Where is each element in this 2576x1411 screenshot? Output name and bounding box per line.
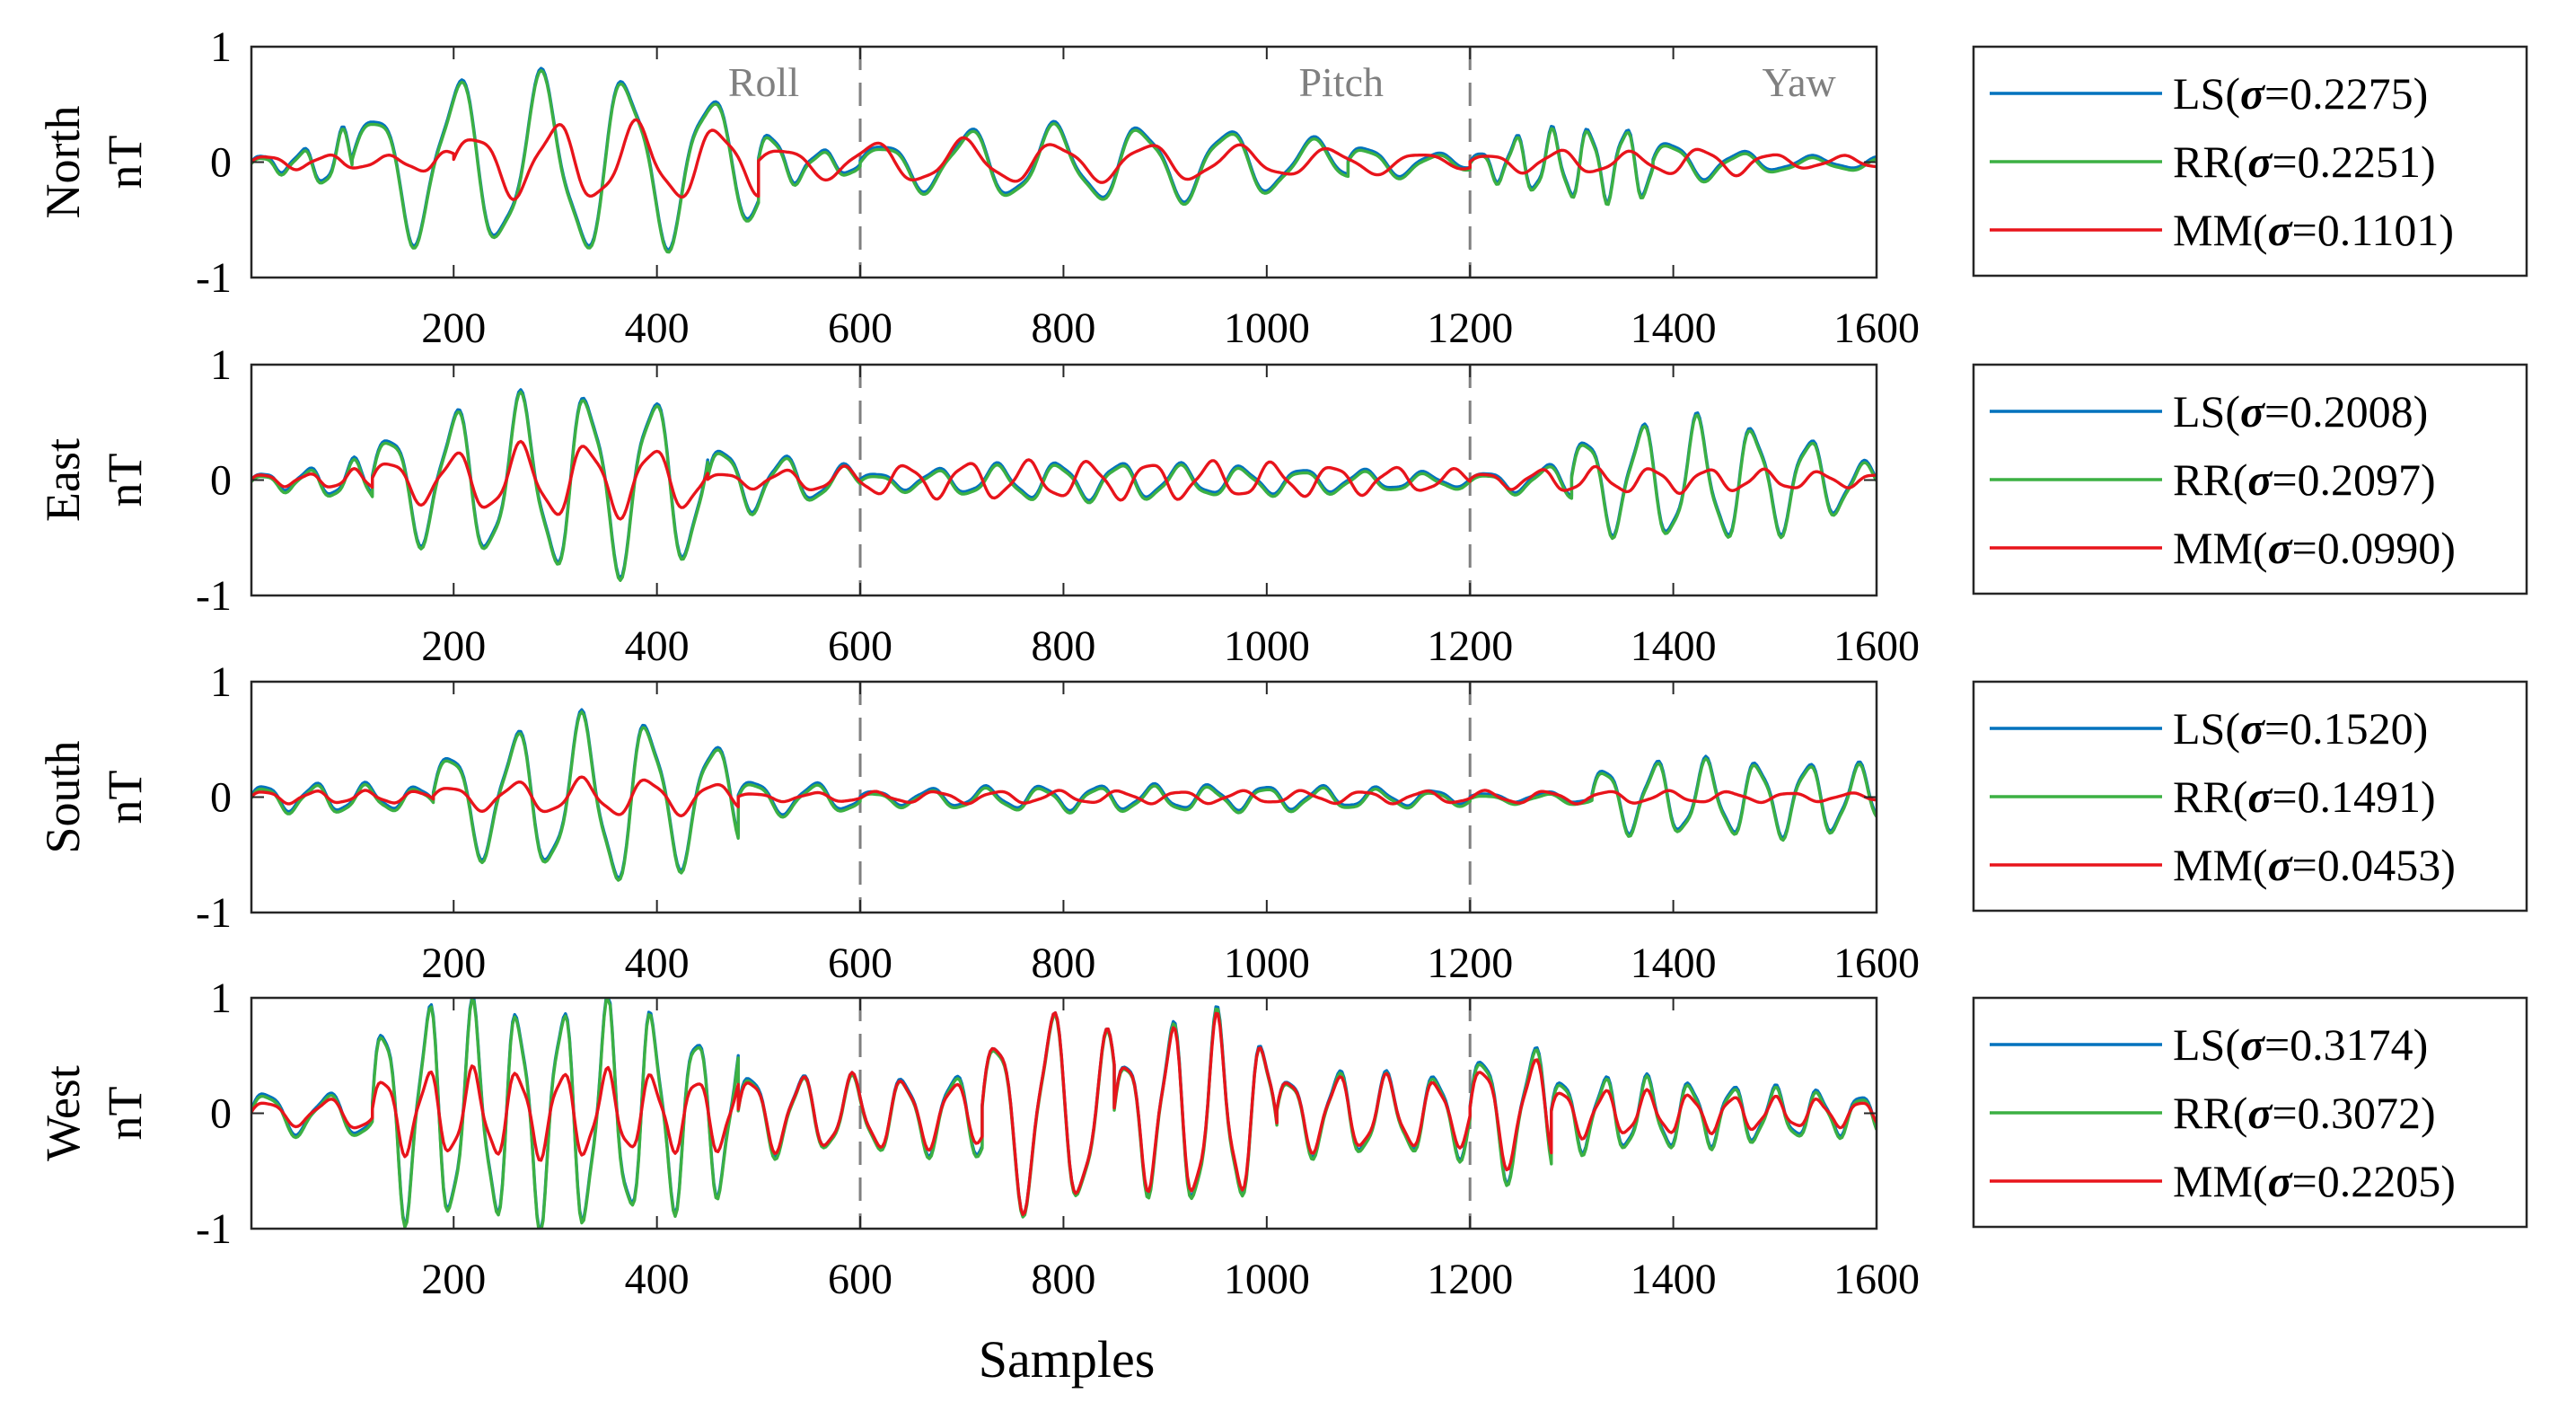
legend-entry-rr: RR(σ=0.2097) <box>2173 454 2436 505</box>
x-tick-label: 1400 <box>1631 939 1717 987</box>
phase-label-roll: Roll <box>728 59 799 105</box>
series-line-ls <box>251 388 1877 580</box>
y-axis-label-unit: nT <box>98 771 152 825</box>
panel-north: 200 400 600 800 1000 1200 1400 1600 -1 0 1 North nT R… <box>36 23 2528 352</box>
legend-entry-mm: MM(σ=0.1101) <box>2173 205 2454 255</box>
y-tick-label: 1 <box>210 23 232 71</box>
series-line-mm <box>251 1011 1877 1217</box>
legend-west: LS(σ=0.3174) RR(σ=0.3072) MM(σ=0.2205) <box>1972 996 2528 1229</box>
x-tick-label: 1000 <box>1224 622 1310 670</box>
traces <box>251 388 1877 582</box>
x-tick-label: 1200 <box>1427 622 1513 670</box>
legend-entry-ls: LS(σ=0.1520) <box>2173 703 2428 754</box>
x-tick-label: 1600 <box>1833 304 1920 352</box>
x-tick-label: 1400 <box>1631 304 1717 352</box>
x-tick-label: 1400 <box>1631 622 1717 670</box>
x-tick-label: 400 <box>625 304 690 352</box>
y-tick-label: 0 <box>210 457 232 505</box>
y-axis-label-location: West <box>36 1065 90 1161</box>
series-line-ls <box>251 708 1877 880</box>
series-line-mm <box>251 439 1877 521</box>
x-tick-label: 800 <box>1031 939 1095 987</box>
x-tick-label: 600 <box>828 939 892 987</box>
legend-entry-mm: MM(σ=0.2205) <box>2173 1156 2456 1206</box>
axes-frame <box>250 363 1878 597</box>
series-line-mm <box>251 775 1877 817</box>
traces <box>251 66 1877 254</box>
y-tick-label: 0 <box>210 1090 232 1138</box>
legend-north: LS(σ=0.2275) RR(σ=0.2251) MM(σ=0.1101) <box>1972 45 2528 278</box>
legend-entry-mm: MM(σ=0.0990) <box>2173 523 2456 573</box>
phase-label-pitch: Pitch <box>1298 59 1384 105</box>
y-tick-label: -1 <box>196 1205 232 1253</box>
x-tick-label: 200 <box>421 1256 486 1303</box>
x-tick-label: 400 <box>625 939 690 987</box>
legend-entry-ls: LS(σ=0.3174) <box>2173 1019 2428 1070</box>
panel-south: 200 400 600 800 1000 1200 1400 1600 -1 0 1 South nT L… <box>36 658 2528 987</box>
x-tick-label: 1000 <box>1224 939 1310 987</box>
legend-entry-mm: MM(σ=0.0453) <box>2173 840 2456 890</box>
panel-west: 200 400 600 800 1000 1200 1400 1600 -1 0 1 West nT LS… <box>36 974 2528 1303</box>
x-tick-label: 600 <box>828 304 892 352</box>
phase-label-yaw: Yaw <box>1762 59 1836 105</box>
x-tick-label: 1600 <box>1833 622 1920 670</box>
series-line-rr <box>251 390 1877 582</box>
x-tick-label: 200 <box>421 304 486 352</box>
x-tick-label: 800 <box>1031 1256 1095 1303</box>
y-axis-label-location: North <box>36 106 90 219</box>
y-axis-label-location: East <box>36 438 90 522</box>
y-tick-label: 1 <box>210 658 232 706</box>
y-axis-label-location: South <box>36 740 90 853</box>
y-tick-label: 1 <box>210 341 232 389</box>
x-tick-label: 1400 <box>1631 1256 1717 1303</box>
x-axis-label: Samples <box>979 1330 1156 1389</box>
legend-entry-rr: RR(σ=0.2251) <box>2173 137 2436 187</box>
x-tick-label: 800 <box>1031 622 1095 670</box>
x-tick-label: 1600 <box>1833 939 1920 987</box>
legend-entry-ls: LS(σ=0.2008) <box>2173 386 2428 437</box>
legend-south: LS(σ=0.1520) RR(σ=0.1491) MM(σ=0.0453) <box>1972 680 2528 913</box>
x-tick-label: 400 <box>625 1256 690 1303</box>
axes-frame <box>250 680 1878 914</box>
y-tick-label: 1 <box>210 974 232 1022</box>
traces <box>251 998 1877 1229</box>
legend-entry-ls: LS(σ=0.2275) <box>2173 68 2428 119</box>
x-tick-label: 600 <box>828 1256 892 1303</box>
legend-east: LS(σ=0.2008) RR(σ=0.2097) MM(σ=0.0990) <box>1972 363 2528 595</box>
x-tick-label: 400 <box>625 622 690 670</box>
y-tick-label: -1 <box>196 572 232 620</box>
y-tick-label: -1 <box>196 254 232 302</box>
traces <box>251 708 1877 882</box>
series-line-rr <box>251 68 1877 254</box>
x-tick-label: 1200 <box>1427 1256 1513 1303</box>
x-tick-label: 1600 <box>1833 1256 1920 1303</box>
x-tick-label: 1200 <box>1427 939 1513 987</box>
y-tick-label: 0 <box>210 774 232 822</box>
y-axis-label-unit: nT <box>98 136 152 190</box>
x-tick-label: 1000 <box>1224 1256 1310 1303</box>
series-line-mm <box>251 118 1877 201</box>
series-line-rr <box>251 710 1877 882</box>
legend-entry-rr: RR(σ=0.1491) <box>2173 772 2436 822</box>
y-axis-label-unit: nT <box>98 1087 152 1141</box>
x-tick-label: 600 <box>828 622 892 670</box>
panel-east: 200 400 600 800 1000 1200 1400 1600 -1 0 1 East nT LS… <box>36 341 2528 670</box>
x-tick-label: 1000 <box>1224 304 1310 352</box>
x-tick-label: 1200 <box>1427 304 1513 352</box>
x-tick-label: 800 <box>1031 304 1095 352</box>
x-tick-label: 200 <box>421 622 486 670</box>
legend-entry-rr: RR(σ=0.3072) <box>2173 1088 2436 1138</box>
y-tick-label: 0 <box>210 139 232 187</box>
x-tick-label: 200 <box>421 939 486 987</box>
y-axis-label-unit: nT <box>98 454 152 507</box>
y-tick-label: -1 <box>196 889 232 937</box>
